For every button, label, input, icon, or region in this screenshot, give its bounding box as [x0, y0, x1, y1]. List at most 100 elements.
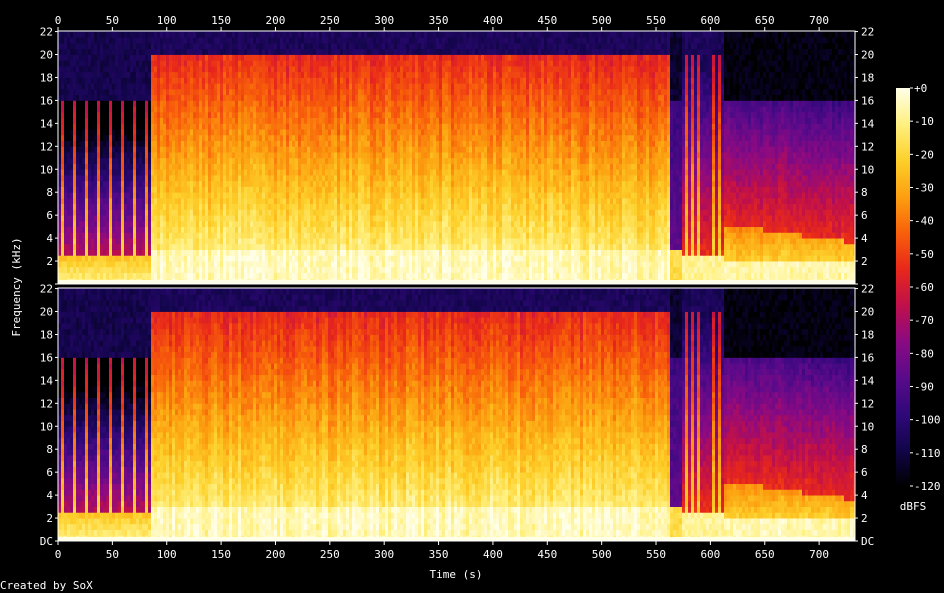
spectrogram-cell: [235, 71, 239, 78]
spectrogram-cell: [298, 140, 302, 147]
spectrogram-cell: [157, 129, 161, 136]
spectrogram-cell: [337, 169, 341, 176]
spectrogram-cell: [88, 71, 92, 78]
spectrogram-cell: [235, 261, 239, 268]
spectrogram-cell: [160, 146, 164, 153]
spectrogram-cell: [241, 71, 245, 78]
spectrogram-cell: [304, 163, 308, 170]
spectrogram-cell: [367, 266, 371, 273]
spectrogram-cell: [298, 186, 302, 193]
spectrogram-cell: [265, 60, 269, 67]
spectrogram-cell: [256, 111, 260, 119]
spectrogram-cell: [58, 48, 62, 55]
spectrogram-cell: [196, 100, 200, 107]
spectrogram-cell: [247, 100, 251, 107]
spectrogram-cell: [268, 186, 272, 193]
spectrogram-cell: [82, 186, 86, 193]
spectrogram-cell: [280, 266, 284, 273]
spectrogram-cell: [298, 226, 302, 233]
spectrogram-cell: [145, 31, 149, 38]
spectrogram-cell: [190, 249, 194, 256]
spectrogram-cell: [175, 37, 179, 44]
spectrogram-cell: [265, 117, 269, 124]
spectrogram-cell: [97, 77, 101, 84]
spectrogram-cell: [118, 94, 122, 101]
spectrogram-cell: [229, 152, 233, 159]
spectrogram-cell: [109, 66, 113, 73]
spectrogram-cell: [139, 209, 143, 216]
spectrogram-cell: [250, 54, 254, 61]
spectrogram-cell: [349, 175, 353, 182]
spectrogram-cell: [313, 243, 317, 250]
spectrogram-cell: [286, 261, 290, 268]
spectrogram-cell: [376, 180, 380, 187]
spectrogram-cell: [253, 111, 257, 119]
spectrogram-cell: [277, 66, 281, 73]
spectrogram-cell: [337, 163, 341, 170]
spectrogram-cell: [88, 152, 92, 159]
spectrogram-cell: [337, 186, 341, 193]
spectrogram-cell: [364, 220, 368, 228]
spectrogram-cell: [193, 272, 197, 279]
spectrogram-cell: [205, 157, 209, 164]
spectrogram-cell: [334, 100, 338, 107]
spectrogram-cell: [241, 209, 245, 216]
spectrogram-cell: [304, 129, 308, 136]
spectrogram-cell: [313, 203, 317, 210]
spectrogram-cell: [160, 83, 164, 90]
spectrogram-cell: [103, 261, 107, 268]
spectrogram-cell: [352, 186, 356, 193]
spectrogram-cell: [271, 220, 275, 228]
spectrogram-cell: [301, 152, 305, 159]
spectrogram-cell: [67, 238, 71, 245]
spectrogram-cell: [124, 71, 128, 78]
spectrogram-cell: [298, 129, 302, 136]
spectrogram-cell: [94, 134, 98, 141]
spectrogram-cell: [307, 261, 311, 268]
spectrogram-cell: [319, 77, 323, 84]
spectrogram-cell: [184, 272, 188, 279]
spectrogram-cell: [355, 180, 359, 187]
spectrogram-cell: [247, 232, 251, 239]
spectrogram-cell: [151, 88, 155, 96]
spectrogram-cell: [250, 180, 254, 187]
spectrogram-cell: [364, 243, 368, 250]
spectrogram-cell: [385, 60, 389, 67]
spectrogram-cell: [325, 31, 329, 38]
spectrogram-cell: [133, 238, 137, 245]
spectrogram-cell: [133, 209, 137, 216]
spectrogram-cell: [67, 197, 71, 205]
spectrogram-cell: [235, 186, 239, 193]
spectrogram-cell: [355, 66, 359, 73]
spectrogram-cell: [151, 169, 155, 176]
spectrogram-cell: [361, 146, 365, 153]
spectrogram-cell: [337, 226, 341, 233]
spectrogram-cell: [115, 94, 119, 101]
spectrogram-cell: [280, 54, 284, 61]
spectrogram-cell: [139, 255, 143, 262]
spectrogram-cell: [85, 180, 89, 187]
spectrogram-cell: [328, 123, 332, 130]
spectrogram-cell: [244, 134, 248, 141]
spectrogram-cell: [163, 106, 167, 113]
spectrogram-cell: [205, 243, 209, 250]
spectrogram-cell: [256, 226, 260, 233]
spectrogram-cell: [382, 163, 386, 170]
spectrogram-cell: [67, 209, 71, 216]
spectrogram-cell: [148, 54, 152, 61]
spectrogram-cell: [208, 83, 212, 90]
spectrogram-cell: [241, 152, 245, 159]
spectrogram-cell: [85, 175, 89, 182]
spectrogram-cell: [346, 123, 350, 130]
spectrogram-cell: [217, 94, 221, 101]
spectrogram-cell: [313, 37, 317, 44]
spectrogram-cell: [211, 129, 215, 136]
spectrogram-cell: [166, 203, 170, 210]
spectrogram-cell: [316, 261, 320, 268]
spectrogram-cell: [208, 226, 212, 233]
spectrogram-cell: [298, 220, 302, 228]
spectrogram-cell: [148, 106, 152, 113]
spectrogram-cell: [295, 100, 299, 107]
spectrogram-cell: [166, 261, 170, 268]
spectrogram-cell: [136, 117, 140, 124]
